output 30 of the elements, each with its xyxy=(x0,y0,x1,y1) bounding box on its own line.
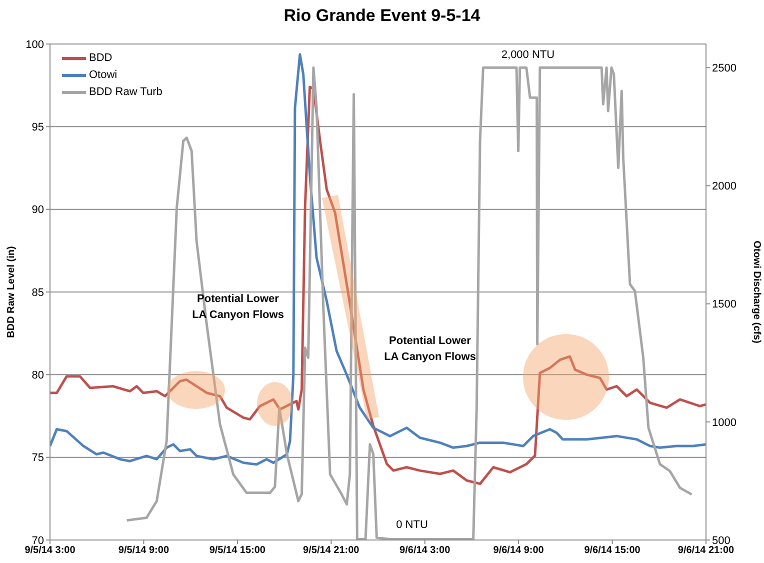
chart-title: Rio Grande Event 9-5-14 xyxy=(282,6,482,26)
x-tick-label: 9/6/14 3:00 xyxy=(400,545,451,556)
x-tick-label: 9/5/14 21:00 xyxy=(303,545,360,556)
x-tick-label: 9/5/14 3:00 xyxy=(24,545,76,556)
annotation: Potential Lower LA Canyon Flows xyxy=(384,335,476,363)
y2-axis-title: Otowi Discharge (cfs) xyxy=(751,240,762,344)
x-tick-label: 9/6/14 21:00 xyxy=(678,545,735,556)
y-axis-title: BDD Raw Level (in) xyxy=(6,246,17,338)
y-tick-label: 90 xyxy=(32,204,44,216)
y2-tick-label: 2500 xyxy=(712,62,736,75)
x-tick-label: 9/5/14 9:00 xyxy=(118,545,170,556)
y-tick-label: 80 xyxy=(32,370,44,382)
y2-tick-label: 500 xyxy=(712,534,730,547)
y2-tick-label: 1500 xyxy=(712,298,736,311)
annotation: 2,000 NTU xyxy=(501,49,555,61)
x-tick-label: 9/6/14 15:00 xyxy=(584,545,641,556)
annotation: Potential Lower LA Canyon Flows xyxy=(192,293,284,321)
y-tick-label: 70 xyxy=(32,534,44,547)
y-tick-label: 75 xyxy=(32,452,44,464)
y2-tick-label: 2000 xyxy=(712,180,736,193)
y-tick-label: 85 xyxy=(32,286,44,299)
legend-label: BDD Raw Turb xyxy=(89,85,162,100)
y2-tick-label: 1000 xyxy=(712,416,736,429)
x-tick-label: 9/6/14 9:00 xyxy=(493,545,544,556)
legend-label: BDD xyxy=(89,51,112,66)
x-tick-label: 9/5/14 15:00 xyxy=(209,545,266,556)
y-tick-label: 95 xyxy=(32,122,44,134)
y-tick-label: 100 xyxy=(26,38,44,51)
annotation: 0 NTU xyxy=(396,519,428,531)
legend-label: Otowi xyxy=(89,68,118,83)
